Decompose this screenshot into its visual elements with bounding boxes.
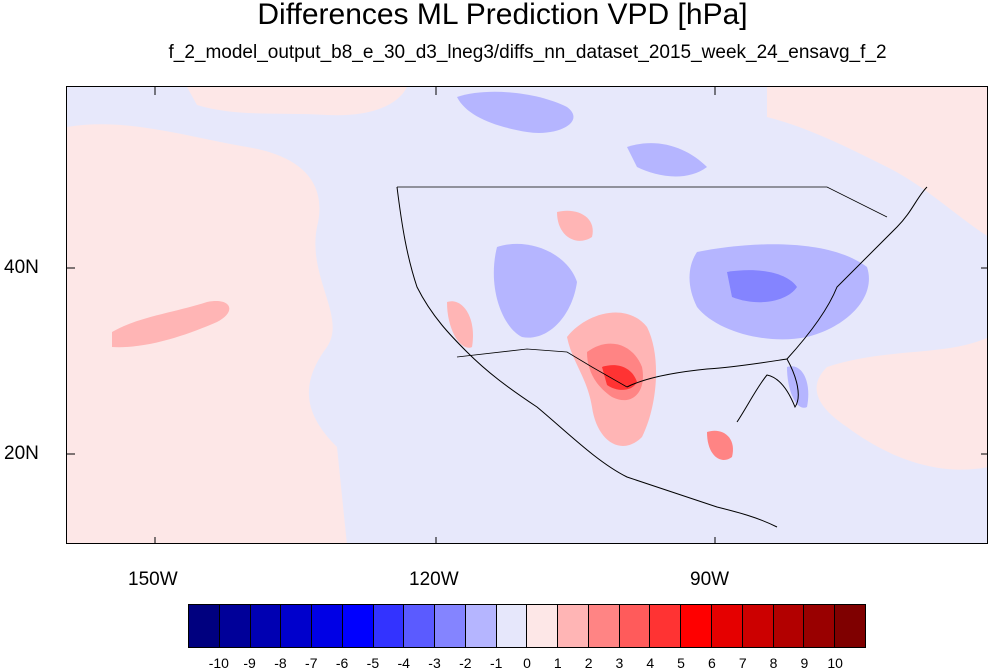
colorbar-label: 0 bbox=[523, 655, 531, 671]
colorbar bbox=[188, 604, 866, 648]
colorbar-swatch bbox=[373, 605, 405, 647]
north-pacific-positive-region bbox=[187, 87, 407, 116]
colorbar-swatch bbox=[588, 605, 620, 647]
colorbar-label: -3 bbox=[428, 655, 441, 671]
colorbar-label: 6 bbox=[708, 655, 716, 671]
colorbar-swatch bbox=[619, 605, 651, 647]
pacific-coastline bbox=[396, 186, 778, 528]
colorbar-label: -1 bbox=[489, 655, 503, 671]
baja-positive-region bbox=[447, 301, 473, 348]
map-tick-marks bbox=[67, 87, 987, 543]
colorbar-swatch bbox=[681, 605, 713, 647]
pacific-positive-blob bbox=[112, 301, 230, 348]
colorbar-swatch bbox=[189, 605, 220, 647]
colorbar-label: 8 bbox=[769, 655, 778, 671]
colorbar-swatch bbox=[558, 605, 589, 647]
lon-label-150w: 150W bbox=[128, 569, 178, 590]
colorbar-label: 3 bbox=[615, 655, 624, 671]
atlantic-coastline bbox=[786, 186, 928, 360]
atlantic-positive-region bbox=[767, 87, 987, 236]
dakota-positive-blob bbox=[557, 210, 593, 241]
lon-label-120w: 120W bbox=[409, 569, 459, 590]
colorbar-swatch bbox=[312, 605, 343, 647]
colorbar-swatch bbox=[435, 605, 466, 647]
mexico-border bbox=[456, 348, 628, 388]
colorbar-swatch bbox=[804, 605, 836, 647]
canada-border bbox=[397, 186, 888, 218]
kentucky-negative-core bbox=[727, 270, 797, 303]
map-subtitle: f_2_model_output_b8_e_30_d3_lneg3/diffs_… bbox=[168, 42, 887, 63]
lat-label-20n: 20N bbox=[4, 443, 39, 464]
colorbar-label: -5 bbox=[366, 655, 380, 671]
colorbar-label: -2 bbox=[459, 655, 472, 671]
canada-negative-blob bbox=[457, 91, 574, 133]
colorbar-label: -10 bbox=[208, 655, 229, 671]
gulf-positive-blob bbox=[707, 430, 733, 460]
vpd-difference-map bbox=[66, 86, 988, 544]
colorbar-label: 5 bbox=[677, 655, 685, 671]
colorbar-swatch bbox=[527, 605, 559, 647]
colorbar-label: -4 bbox=[397, 655, 410, 671]
colorbar-label: 2 bbox=[584, 655, 593, 671]
colorbar-swatch bbox=[742, 605, 774, 647]
colorbar-swatch bbox=[712, 605, 743, 647]
colorbar-swatch bbox=[404, 605, 436, 647]
texas-strong-positive-core bbox=[602, 365, 637, 390]
colorbar-label: 4 bbox=[646, 655, 655, 671]
colorbar-label: 1 bbox=[553, 655, 562, 671]
gulf-coastline bbox=[626, 358, 799, 423]
caribbean-positive-region bbox=[816, 337, 987, 470]
colorbar-swatch bbox=[465, 605, 497, 647]
lat-label-40n: 40N bbox=[4, 257, 39, 278]
lon-label-90w: 90W bbox=[690, 569, 730, 590]
canada-negative-blob bbox=[627, 143, 707, 177]
map-canvas bbox=[67, 87, 987, 543]
colorbar-swatch bbox=[835, 605, 865, 647]
colorbar-swatch bbox=[281, 605, 313, 647]
colorbar-swatch bbox=[250, 605, 282, 647]
colorbar-label: -9 bbox=[243, 655, 256, 671]
pacific-positive-region bbox=[67, 124, 347, 543]
rockies-negative-region bbox=[493, 243, 577, 338]
colorbar-label: 7 bbox=[738, 655, 747, 671]
colorbar-label: 9 bbox=[800, 655, 809, 671]
colorbar-label: -7 bbox=[305, 655, 318, 671]
colorbar-swatch bbox=[773, 605, 805, 647]
map-title: Differences ML Prediction VPD [hPa] bbox=[257, 0, 748, 31]
colorbar-swatch bbox=[219, 605, 251, 647]
colorbar-swatch bbox=[650, 605, 682, 647]
colorbar-label: -8 bbox=[274, 655, 287, 671]
colorbar-label: -6 bbox=[335, 655, 349, 671]
colorbar-swatch bbox=[342, 605, 374, 647]
colorbar-label: 10 bbox=[827, 655, 843, 671]
colorbar-swatch bbox=[496, 605, 528, 647]
